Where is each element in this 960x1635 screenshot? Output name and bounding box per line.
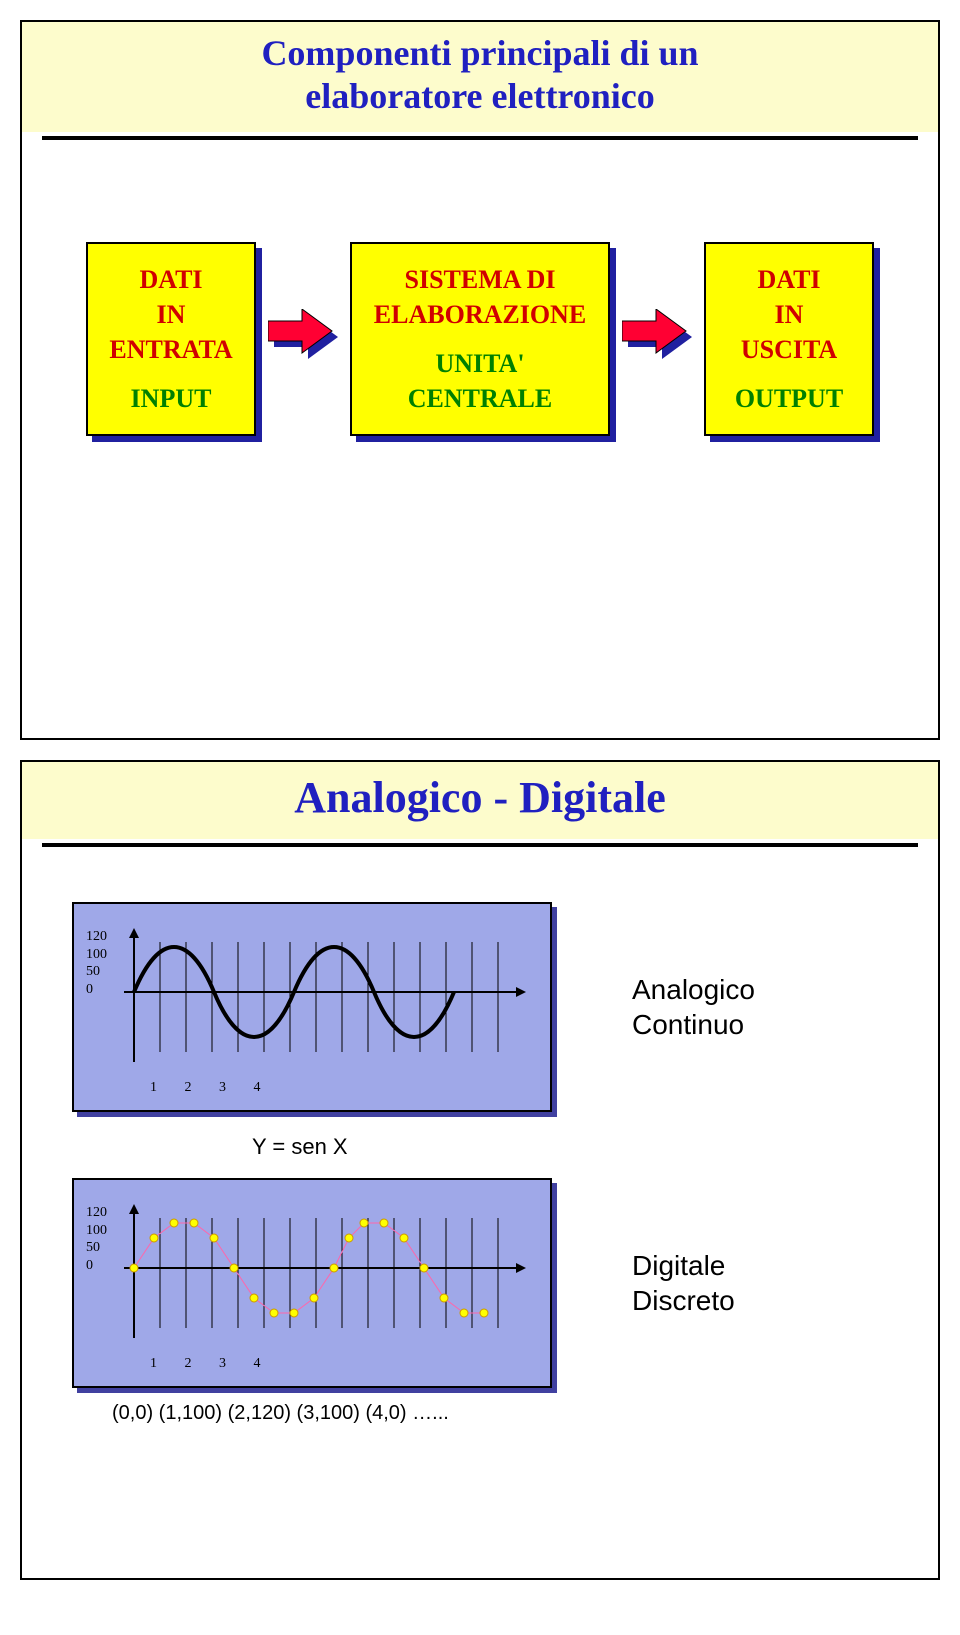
label: ENTRATA	[102, 332, 240, 367]
label: DATI	[102, 262, 240, 297]
label: OUTPUT	[720, 381, 858, 416]
label: ELABORAZIONE	[366, 297, 594, 332]
analog-row: 120 100 50 0 1 2 3 4 Analogico Continuo	[72, 902, 888, 1112]
slide2-title: Analogico - Digitale	[22, 762, 938, 839]
digital-row: 120 100 50 0 1 2 3 4 Digitale Discreto	[72, 1178, 888, 1388]
slide2-body: 120 100 50 0 1 2 3 4 Analogico Continuo …	[72, 902, 888, 1425]
box-output: DATI IN USCITA OUTPUT	[704, 242, 874, 436]
x-axis-labels: 1 2 3 4	[150, 1356, 273, 1372]
digital-label: Digitale Discreto	[632, 1248, 735, 1318]
x-axis-labels: 1 2 3 4	[150, 1080, 273, 1096]
label: IN	[720, 297, 858, 332]
digital-chart	[124, 1198, 534, 1368]
digital-chart-panel: 120 100 50 0 1 2 3 4	[72, 1178, 552, 1388]
analog-chart	[124, 922, 534, 1092]
slide-analog-digital: Analogico - Digitale 120 100 50 0 1 2 3 …	[20, 760, 940, 1580]
equation-label: Y = sen X	[252, 1134, 888, 1160]
label: SISTEMA DI	[366, 262, 594, 297]
label: INPUT	[102, 381, 240, 416]
y-axis-labels: 120 100 50 0	[86, 1204, 107, 1274]
title-underline	[42, 843, 918, 847]
slide-componenti: Componenti principali di un elaboratore …	[20, 20, 940, 740]
label: UNITA'	[366, 346, 594, 381]
label: DATI	[720, 262, 858, 297]
coords-text: (0,0) (1,100) (2,120) (3,100) (4,0) …...	[112, 1402, 888, 1425]
flow-diagram: DATI IN ENTRATA INPUT SISTEMA DI ELABORA…	[22, 242, 938, 436]
slide1-title: Componenti principali di un elaboratore …	[22, 22, 938, 132]
arrow-icon	[268, 309, 338, 369]
label: USCITA	[720, 332, 858, 367]
analog-chart-panel: 120 100 50 0 1 2 3 4	[72, 902, 552, 1112]
arrow-icon	[622, 309, 692, 369]
title-line1: Componenti principali di un	[261, 33, 698, 73]
box-cpu: SISTEMA DI ELABORAZIONE UNITA' CENTRALE	[350, 242, 610, 436]
label: CENTRALE	[366, 381, 594, 416]
title-underline	[42, 136, 918, 140]
title-text: Analogico - Digitale	[294, 773, 666, 822]
analog-label: Analogico Continuo	[632, 972, 755, 1042]
title-line2: elaboratore elettronico	[305, 76, 655, 116]
label: IN	[102, 297, 240, 332]
y-axis-labels: 120 100 50 0	[86, 928, 107, 998]
box-input: DATI IN ENTRATA INPUT	[86, 242, 256, 436]
